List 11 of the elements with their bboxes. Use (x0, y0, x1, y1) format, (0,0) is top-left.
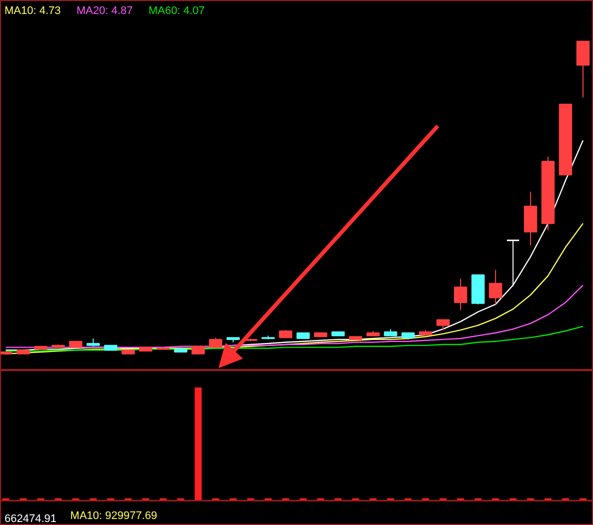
candlestick (576, 40, 590, 98)
candlestick (209, 337, 222, 348)
text: MA20: 4.87 (76, 5, 133, 18)
candlestick (506, 240, 520, 287)
candlestick (436, 319, 450, 331)
text: 662474.91 (4, 513, 56, 525)
text: MA10: 4.73 (4, 5, 61, 18)
text: MA10: 929977.69 (70, 510, 158, 522)
candlestick (454, 278, 468, 310)
text: MA60: 4.07 (148, 5, 205, 18)
candlestick (488, 269, 502, 305)
